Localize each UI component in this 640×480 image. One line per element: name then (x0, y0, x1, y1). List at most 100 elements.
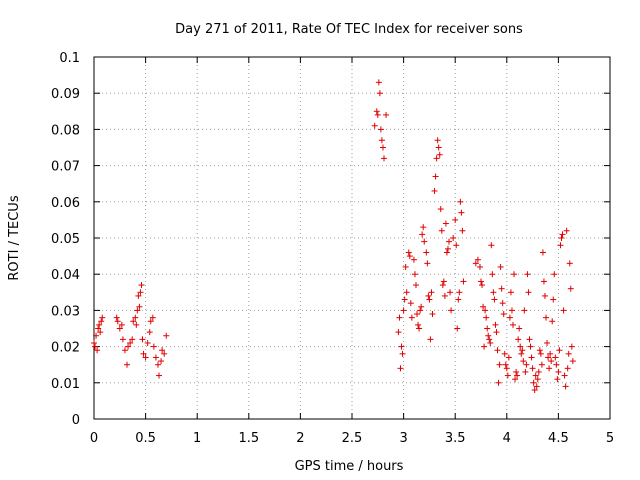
data-point (401, 296, 408, 303)
data-point (478, 278, 484, 285)
data-point (492, 321, 499, 328)
x-tick-label: 3 (399, 431, 407, 446)
data-point (551, 271, 558, 278)
data-point (121, 347, 128, 354)
data-point (399, 350, 406, 357)
data-point (163, 332, 170, 339)
data-point (411, 271, 418, 278)
data-point (415, 321, 422, 328)
data-point (517, 343, 524, 350)
data-point (559, 231, 566, 238)
data-point (91, 339, 97, 346)
data-point (416, 325, 423, 332)
y-tick-labels: 0 0.01 0.02 0.03 0.04 0.05 0.06 0.07 0.08 0.09 0.1 (51, 51, 80, 428)
data-point (518, 350, 525, 357)
data-point (480, 303, 487, 310)
data-point (491, 296, 498, 303)
data-point (557, 242, 564, 249)
data-point (373, 108, 380, 115)
data-point (429, 311, 436, 318)
y-tick-label: 0.03 (51, 304, 80, 319)
data-point (431, 187, 438, 194)
data-point (476, 263, 483, 270)
data-point (119, 336, 126, 343)
data-point (400, 307, 407, 314)
data-point (403, 289, 410, 296)
data-point (158, 358, 165, 365)
data-point (410, 256, 417, 263)
x-tick-label: 3.5 (445, 431, 466, 446)
data-point (407, 300, 414, 307)
data-point (484, 325, 491, 332)
data-point (539, 249, 546, 256)
data-point (507, 289, 514, 296)
data-point (545, 354, 552, 361)
data-point (526, 336, 533, 343)
data-point (567, 285, 574, 292)
data-point (529, 365, 536, 372)
data-point (459, 227, 466, 234)
data-point (113, 314, 120, 321)
data-point (92, 343, 99, 350)
data-point (547, 350, 554, 357)
data-point (376, 90, 383, 97)
y-tick-label: 0.07 (51, 160, 80, 175)
data-point (439, 282, 446, 289)
data-point (504, 372, 511, 379)
data-point (133, 321, 140, 328)
data-point (523, 361, 530, 368)
data-point (402, 263, 409, 270)
data-point (421, 238, 428, 245)
data-point (161, 350, 168, 357)
data-point (446, 238, 453, 245)
data-point (561, 372, 568, 379)
data-point (563, 227, 570, 234)
data-point (436, 151, 443, 158)
data-point (374, 111, 381, 118)
data-point (455, 296, 462, 303)
data-point (418, 303, 425, 310)
data-point (442, 220, 449, 227)
data-point (129, 336, 136, 343)
data-point (412, 282, 419, 289)
data-point (423, 249, 430, 256)
data-point (114, 318, 121, 325)
x-tick-label: 4 (503, 431, 511, 446)
data-point (568, 343, 575, 350)
data-point (549, 318, 556, 325)
y-tick-label: 0.06 (51, 196, 80, 211)
data-point (378, 137, 385, 144)
y-axis-title: ROTI / TECUs (7, 195, 22, 280)
data-point (460, 278, 467, 285)
data-point (533, 383, 540, 390)
data-point (508, 307, 515, 314)
data-point (425, 292, 432, 299)
y-tick-label: 0.02 (51, 341, 80, 356)
data-point (505, 354, 512, 361)
data-point (99, 314, 106, 321)
data-point (150, 343, 157, 350)
data-point (134, 307, 141, 314)
data-point (433, 155, 440, 162)
y-tick-label: 0.08 (51, 123, 80, 138)
data-point (515, 336, 522, 343)
data-point (513, 368, 520, 375)
data-point (519, 347, 526, 354)
data-point (375, 79, 382, 86)
data-point (522, 368, 529, 375)
data-point (499, 300, 506, 307)
data-point (136, 303, 143, 310)
data-point (498, 285, 505, 292)
data-point (396, 314, 403, 321)
data-point (564, 365, 571, 372)
data-point (139, 336, 146, 343)
data-point (453, 242, 460, 249)
data-point (380, 155, 387, 162)
data-point (395, 329, 402, 336)
data-point (448, 307, 455, 314)
data-point (93, 332, 100, 339)
data-point (536, 347, 543, 354)
data-point (503, 365, 510, 372)
data-point (450, 235, 457, 241)
data-point (414, 311, 421, 318)
